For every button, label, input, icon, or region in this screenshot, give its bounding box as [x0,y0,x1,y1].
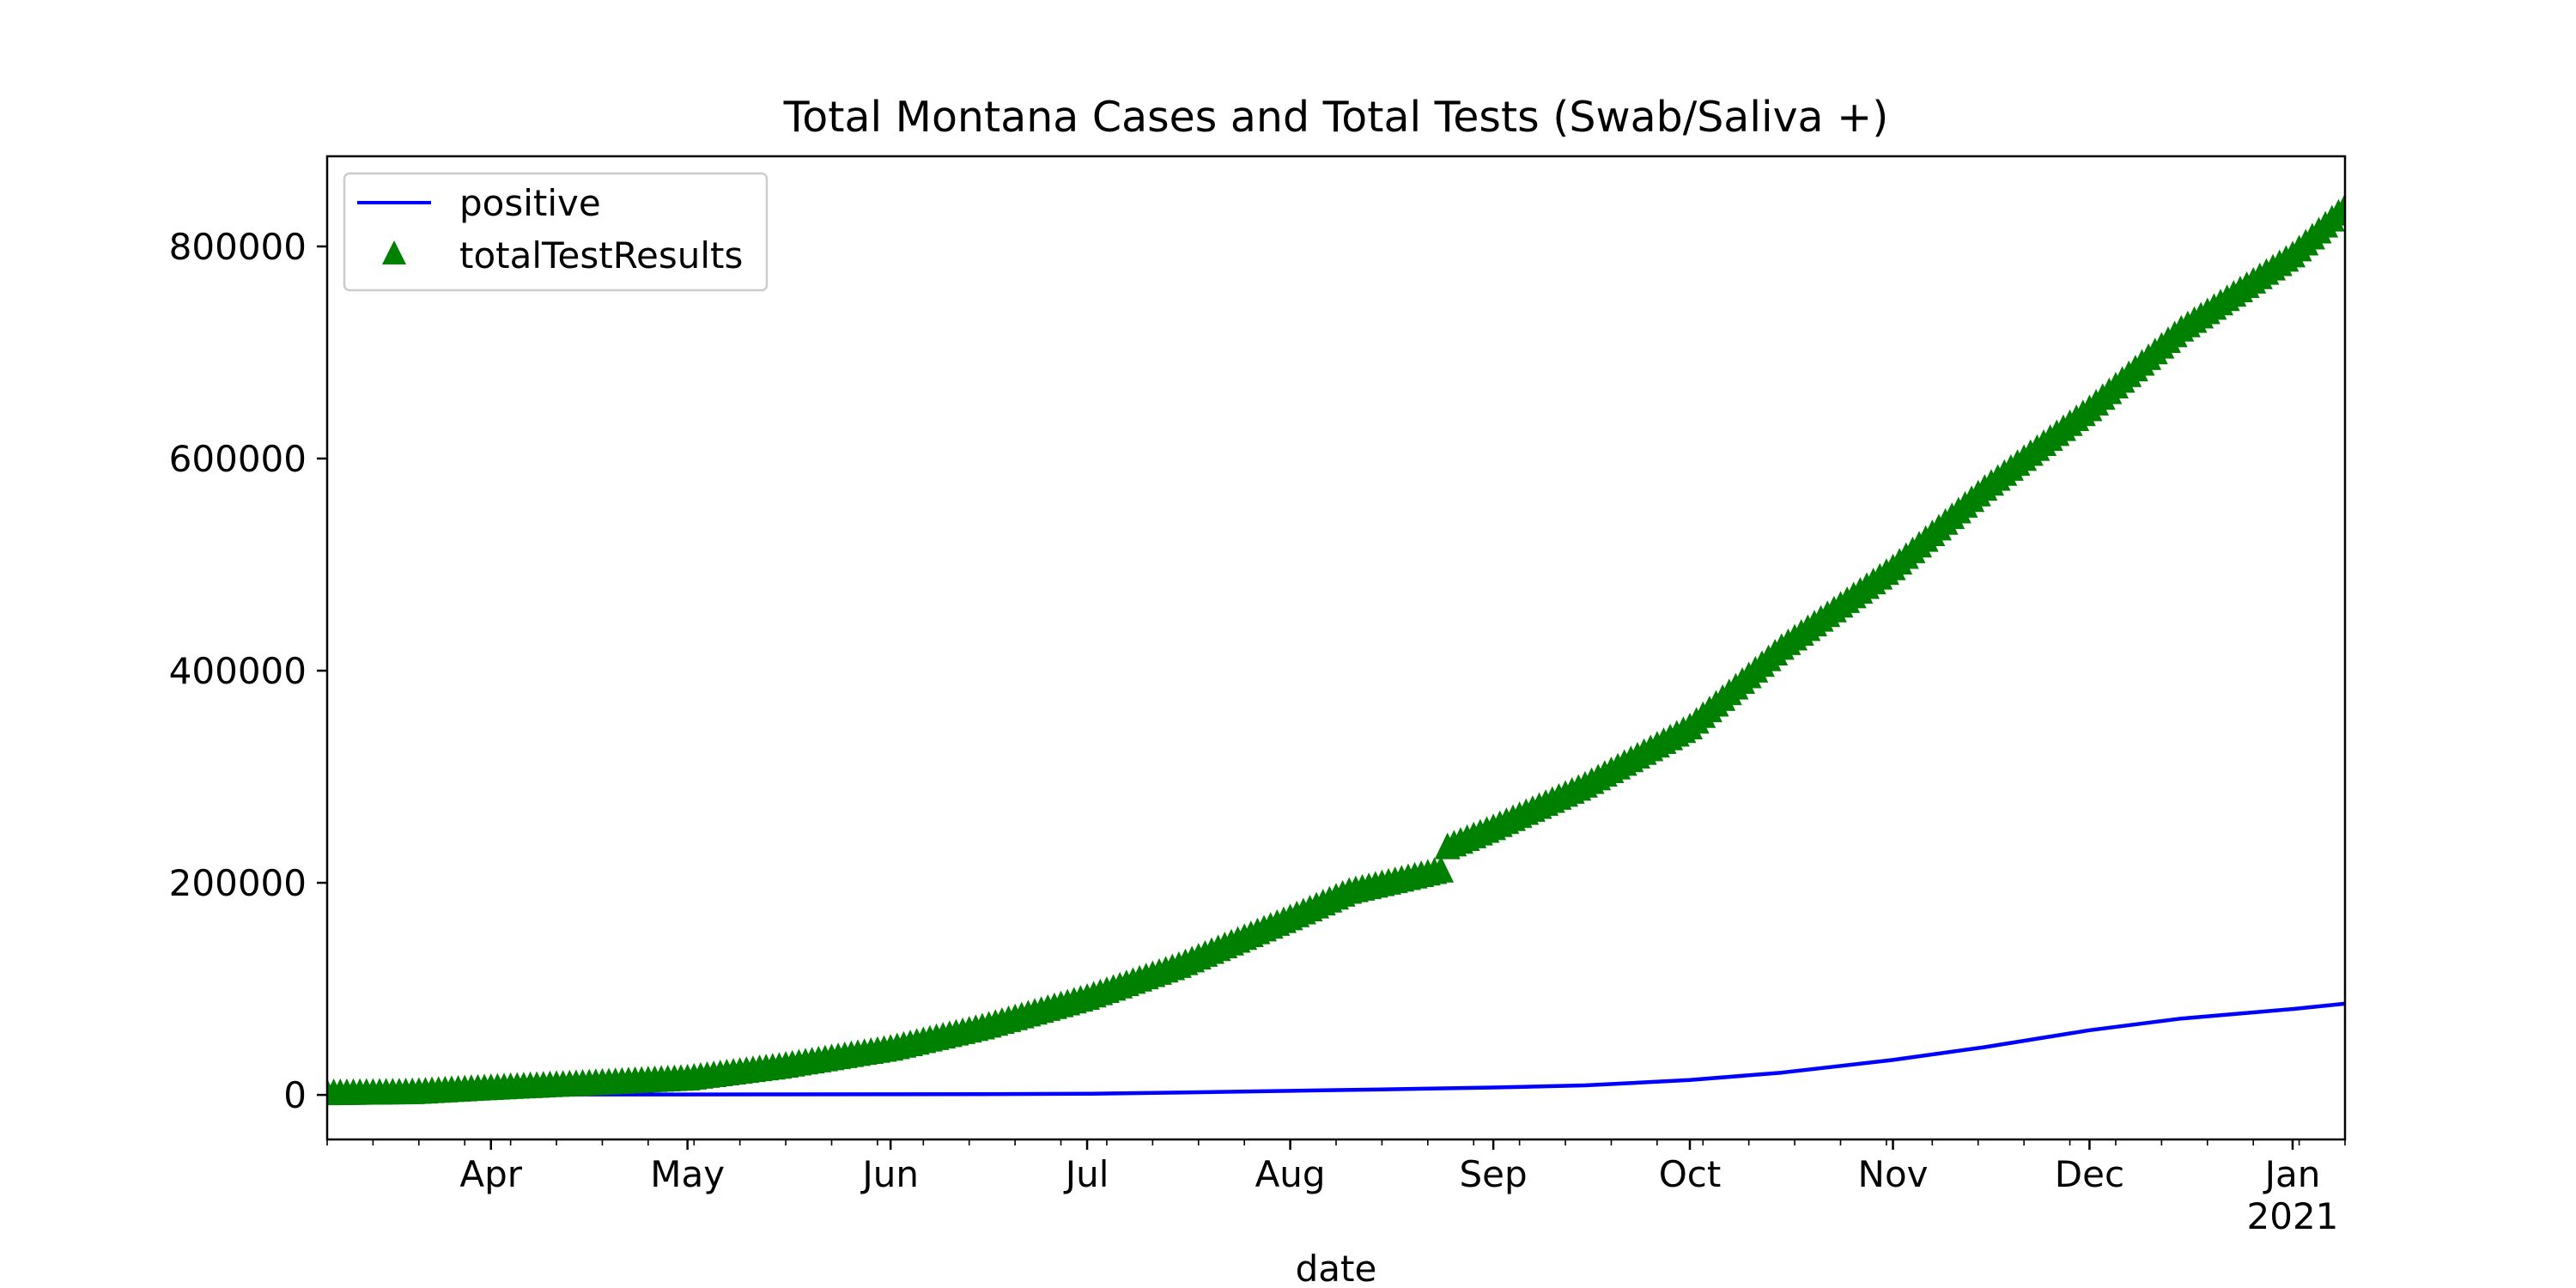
x-tick-label: Sep [1460,1153,1528,1195]
x-tick-label: Jul [1063,1153,1109,1195]
legend: positive totalTestResults [343,172,769,292]
legend-triangle-marker [382,240,406,264]
x-tick-label: Nov [1858,1153,1929,1195]
x-tick-label: Oct [1659,1153,1722,1195]
x-tick-label: Jan [2263,1153,2321,1195]
x-tick-sublabel: 2021 [2247,1195,2339,1237]
y-tick-label: 0 [283,1074,307,1116]
y-tick-label: 600000 [169,438,307,480]
series-layer [327,192,2345,1106]
legend-frame [343,172,769,292]
data-point [2332,192,2345,220]
chart-title: Total Montana Cases and Total Tests (Swa… [783,93,1889,142]
x-tick-label: Jun [860,1153,919,1195]
series-line-positive [327,1001,2345,1097]
y-axis: 0 200000 400000 600000 800000 [169,226,327,1116]
x-tick-label: May [650,1153,725,1195]
x-tick-label: Aug [1255,1153,1326,1195]
x-tick-label: Apr [459,1153,522,1195]
y-tick-label: 200000 [169,862,307,904]
y-tick-label: 400000 [169,650,307,692]
legend-label-totaltestresults: totalTestResults [459,234,743,276]
data-point [1428,855,1455,883]
x-axis-label: date [1296,1248,1377,1288]
plot-area [327,192,2345,1106]
y-tick-label: 800000 [169,226,307,268]
x-tick-label: Dec [2055,1153,2124,1195]
legend-label-positive: positive [459,182,601,224]
series-markers-totalTestResults [327,192,2345,1106]
plot-frame [325,155,2347,1141]
